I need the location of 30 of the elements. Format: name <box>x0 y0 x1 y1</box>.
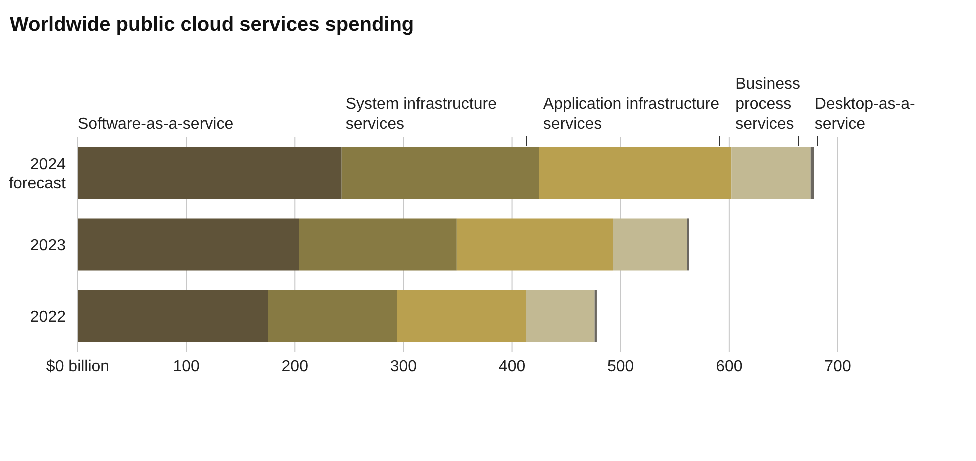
y-tick-label: 2022 <box>30 309 66 326</box>
bar <box>78 147 342 200</box>
x-tick-label: 600 <box>716 358 743 376</box>
bar <box>539 147 732 200</box>
chart-title: Worldwide public cloud services spending <box>10 13 416 38</box>
series-label: Application infrastructure services <box>543 95 721 136</box>
series-label: Desktop-as-a-service <box>814 95 916 136</box>
x-tick-label: 400 <box>498 358 526 376</box>
bar <box>78 218 300 271</box>
x-tick-label: 200 <box>282 358 309 376</box>
bar <box>268 290 398 342</box>
series-label: Software-as-a-service <box>78 115 234 136</box>
y-tick-label: 2023 <box>30 238 66 254</box>
x-tick-label: 700 <box>824 358 852 376</box>
bar <box>613 218 688 271</box>
x-tick-label: $0 billion <box>46 358 110 376</box>
bar <box>526 290 595 342</box>
y-tick-label: 2024 forecast <box>9 156 67 192</box>
bar <box>456 218 614 271</box>
series-label: System infrastructure services <box>346 95 498 136</box>
bar <box>810 147 814 200</box>
bar <box>342 147 540 200</box>
series-label: Business process services <box>736 75 802 136</box>
bar <box>78 290 268 342</box>
bar <box>397 290 526 342</box>
x-tick-label: 300 <box>390 358 418 376</box>
bar <box>299 218 457 271</box>
x-tick-label: 100 <box>173 358 200 376</box>
x-tick-label: 500 <box>608 358 634 376</box>
bar <box>732 147 811 200</box>
